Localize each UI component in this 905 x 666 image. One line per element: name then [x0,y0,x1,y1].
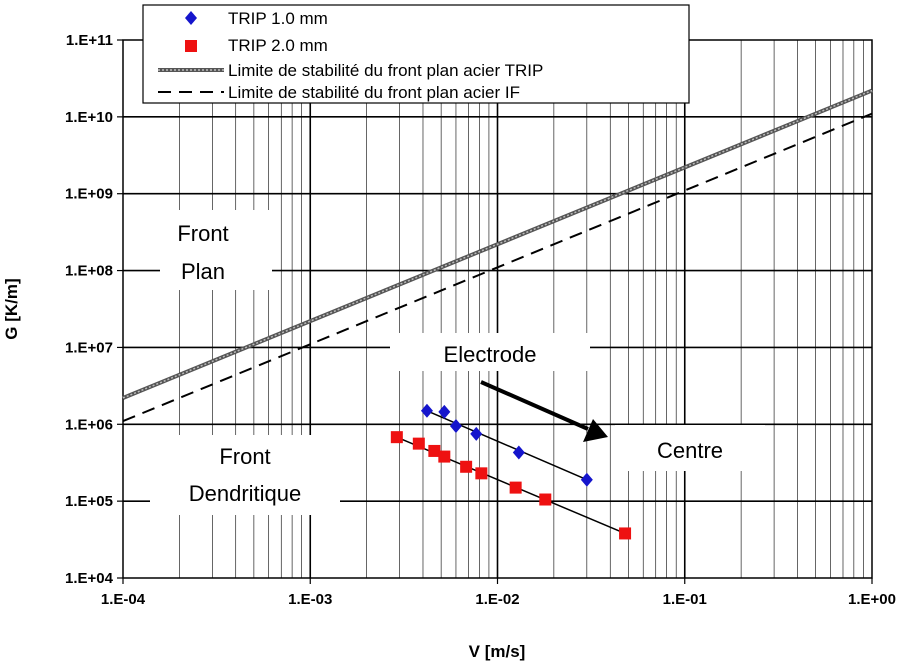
series-line-if-limit [122,112,873,423]
data-point-trip-2mm [390,431,403,444]
x-tick-label: 1.E-03 [288,591,332,608]
y-tick-label: 1.E+11 [66,32,113,49]
y-tick-label: 1.E+05 [65,493,113,510]
x-axis-title: V [m/s] [469,642,526,661]
legend: TRIP 1.0 mm TRIP 2.0 mm Limite de stabil… [142,4,690,104]
front-plan-label-line1: Front [177,221,228,246]
data-point-trip-2mm [509,481,522,494]
electrode-label: Electrode [444,342,537,367]
data-point-trip-1mm [470,426,483,441]
data-point-trip-2mm [438,450,451,463]
data-series [122,88,873,540]
grid [123,40,872,578]
x-tick-label: 1.E-02 [475,591,519,608]
y-axis-ticks: 1.E+04 1.E+05 1.E+06 1.E+07 1.E+08 1.E+09 1.E+… [65,32,123,587]
data-point-trip-2mm [619,527,632,540]
y-tick-label: 1.E+06 [65,416,113,433]
data-point-trip-2mm [412,437,425,450]
y-tick-label: 1.E+07 [65,339,113,356]
y-tick-label: 1.E+09 [65,186,113,203]
x-axis-ticks: 1.E-04 1.E-03 1.E-02 1.E-01 1.E+00 [101,578,896,608]
legend-label-trip-1mm: TRIP 1.0 mm [228,9,328,28]
legend-marker-trip-1mm [185,11,197,25]
trendline-trip-1mm [426,410,588,481]
data-point-trip-1mm [580,472,593,487]
y-axis-title: G [K/m] [2,278,21,339]
front-plan-label-line2: Plan [181,259,225,284]
legend-box [142,4,690,104]
data-point-trip-1mm [438,404,451,419]
legend-label-if-limit: Limite de stabilité du front plan acier … [228,83,520,102]
data-point-trip-1mm [512,445,525,460]
data-point-trip-2mm [539,493,552,506]
data-point-trip-2mm [475,467,488,480]
front-dendritique-label-line2: Dendritique [189,481,302,506]
y-tick-label: 1.E+10 [65,109,113,126]
x-tick-label: 1.E-01 [663,591,707,608]
electrode-to-centre-arrow-head [583,419,608,442]
y-tick-label: 1.E+08 [65,263,113,280]
electrode-to-centre-arrow-shaft [480,380,589,431]
legend-marker-trip-2mm [185,40,197,52]
centre-label-bg [615,425,765,471]
data-point-trip-2mm [428,444,441,457]
front-dendritique-label-bg [150,435,340,515]
front-plan-label-bg [160,210,272,290]
data-point-trip-2mm [460,460,473,473]
legend-label-trip-limit: Limite de stabilité du front plan acier … [228,61,543,80]
data-point-trip-1mm [420,403,433,418]
electrode-label-bg [390,333,590,371]
series-line-trip-limit-hatch [122,89,873,399]
centre-label: Centre [657,438,723,463]
x-tick-label: 1.E+00 [848,591,896,608]
y-tick-label: 1.E+04 [65,570,114,587]
legend-label-trip-2mm: TRIP 2.0 mm [228,36,328,55]
front-dendritique-label-line1: Front [219,444,270,469]
data-point-trip-1mm [449,418,462,433]
x-tick-label: 1.E-04 [101,591,146,608]
